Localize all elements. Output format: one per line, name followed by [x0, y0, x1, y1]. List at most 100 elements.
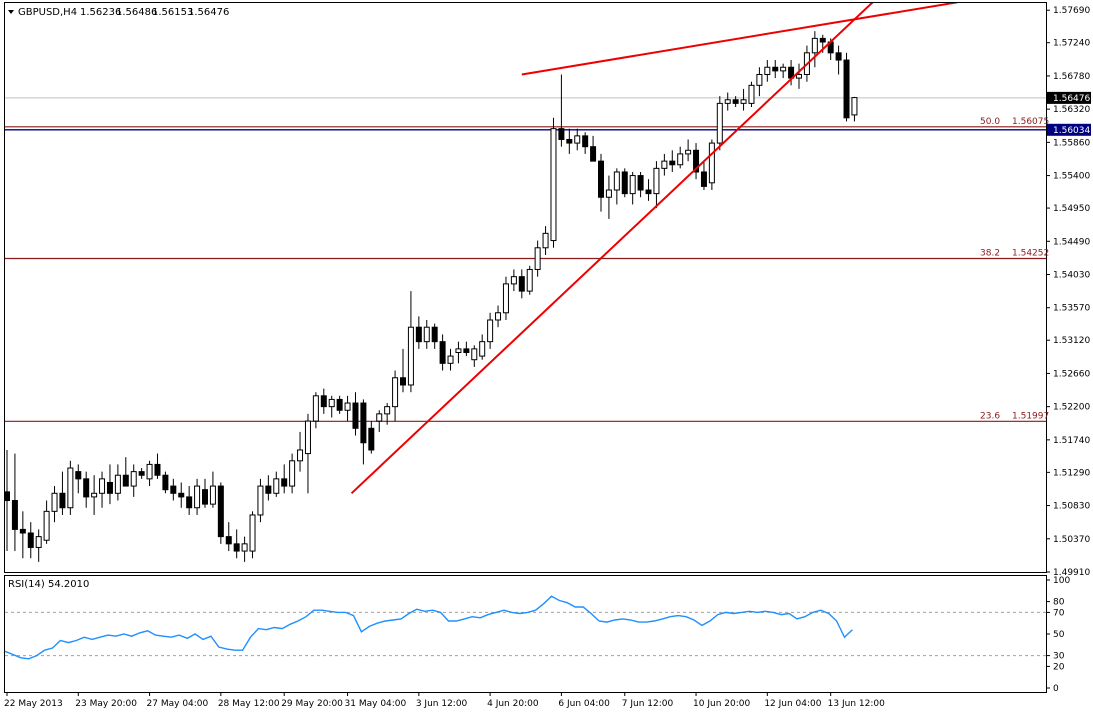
candle-body	[202, 489, 208, 505]
candle	[700, 161, 707, 191]
candle-body	[67, 467, 74, 509]
candle-body	[4, 491, 10, 502]
candle	[304, 413, 311, 494]
candle-body	[645, 189, 652, 195]
trend-line[interactable]	[350, 2, 874, 495]
candle	[336, 395, 343, 414]
candle	[162, 471, 169, 494]
candle-body	[542, 232, 549, 249]
time-tick-label: 27 May 04:00	[147, 699, 209, 709]
candle	[605, 175, 612, 219]
candle-body	[431, 326, 438, 343]
candle	[400, 348, 406, 393]
candle	[693, 143, 700, 180]
candle-body	[598, 160, 604, 198]
rsi-line	[4, 595, 853, 660]
current-price-label: 1.56476	[1053, 94, 1090, 104]
candle-body	[582, 135, 589, 148]
candle-body	[629, 175, 636, 195]
candle	[843, 52, 850, 122]
candle-body	[154, 463, 161, 476]
candle-body	[740, 99, 747, 104]
candle-body	[843, 59, 850, 119]
candle-body	[669, 160, 676, 166]
candle	[645, 179, 652, 201]
time-tick-label: 13 Jun 12:00	[828, 699, 885, 709]
candle-body	[265, 485, 272, 494]
candle-body	[344, 402, 351, 411]
candle-body	[510, 276, 517, 285]
candle-body	[281, 478, 288, 487]
candle	[249, 511, 256, 559]
candle	[455, 341, 462, 364]
fibo-level-label: 23.6	[980, 411, 1000, 421]
rsi-tick-label: 70	[1053, 608, 1065, 618]
candle	[43, 500, 50, 544]
price-tick-label: 1.57240	[1053, 39, 1090, 49]
candle	[297, 431, 304, 472]
candle-body	[178, 492, 185, 498]
candle	[225, 522, 232, 552]
candle	[360, 399, 367, 465]
candle-body	[11, 500, 18, 530]
candle	[35, 529, 42, 562]
candle-body	[225, 536, 232, 545]
candle	[780, 63, 787, 79]
candle	[122, 457, 129, 487]
candle	[59, 471, 66, 515]
candle	[154, 453, 161, 479]
trend-line[interactable]	[521, 2, 958, 76]
price-tick-label: 1.50830	[1053, 502, 1090, 512]
candle	[463, 341, 470, 357]
candle-body	[146, 463, 153, 480]
candle-body	[653, 167, 660, 195]
candle-body	[83, 478, 90, 498]
candle-body	[273, 478, 280, 494]
candle	[106, 464, 113, 505]
candle-body	[423, 326, 430, 343]
price-tick-label: 1.53120	[1053, 336, 1090, 346]
candle	[368, 421, 375, 454]
candle-body	[122, 474, 129, 487]
candle	[748, 81, 755, 107]
time-tick-label: 6 Jun 04:00	[558, 699, 610, 709]
candle-body	[693, 149, 700, 173]
dropdown-triangle-icon[interactable]	[8, 10, 14, 14]
candle	[178, 482, 185, 508]
candle-body	[590, 146, 597, 162]
candle	[439, 334, 446, 371]
candle	[91, 475, 98, 515]
candle	[669, 150, 676, 172]
price-tick-label: 1.55400	[1053, 172, 1090, 182]
candle	[376, 410, 383, 432]
ohlc-high: 1.56486	[116, 7, 157, 18]
candle	[241, 536, 248, 562]
rsi-pane[interactable]	[4, 575, 1047, 693]
price-pane[interactable]	[4, 2, 1047, 573]
candle-body	[114, 474, 121, 494]
price-tick-label: 1.50370	[1053, 535, 1090, 545]
time-tick-label: 10 Jun 20:00	[693, 699, 750, 709]
candle-body	[249, 514, 256, 552]
rsi-tick-label: 50	[1053, 630, 1065, 640]
candle-body	[217, 485, 224, 538]
candle	[352, 392, 359, 436]
candle	[835, 45, 842, 75]
candle-body	[91, 492, 98, 498]
fibo-price-label: 1.56075	[1012, 117, 1049, 127]
candle-body	[304, 420, 311, 455]
fibo-price-label: 1.54252	[1012, 248, 1049, 258]
rsi-tick-label: 80	[1053, 598, 1065, 608]
time-tick-label: 29 May 20:00	[281, 699, 343, 709]
candle	[202, 478, 208, 508]
candle-body	[502, 283, 509, 314]
candle	[629, 171, 636, 205]
candle-body	[368, 427, 375, 451]
candle-body	[99, 478, 106, 494]
candle	[708, 139, 715, 191]
candle	[621, 168, 628, 198]
candle-body	[772, 66, 779, 72]
candle-body	[407, 326, 414, 386]
rsi-title: RSI(14) 54.2010	[8, 579, 89, 590]
candle-body	[732, 99, 739, 104]
